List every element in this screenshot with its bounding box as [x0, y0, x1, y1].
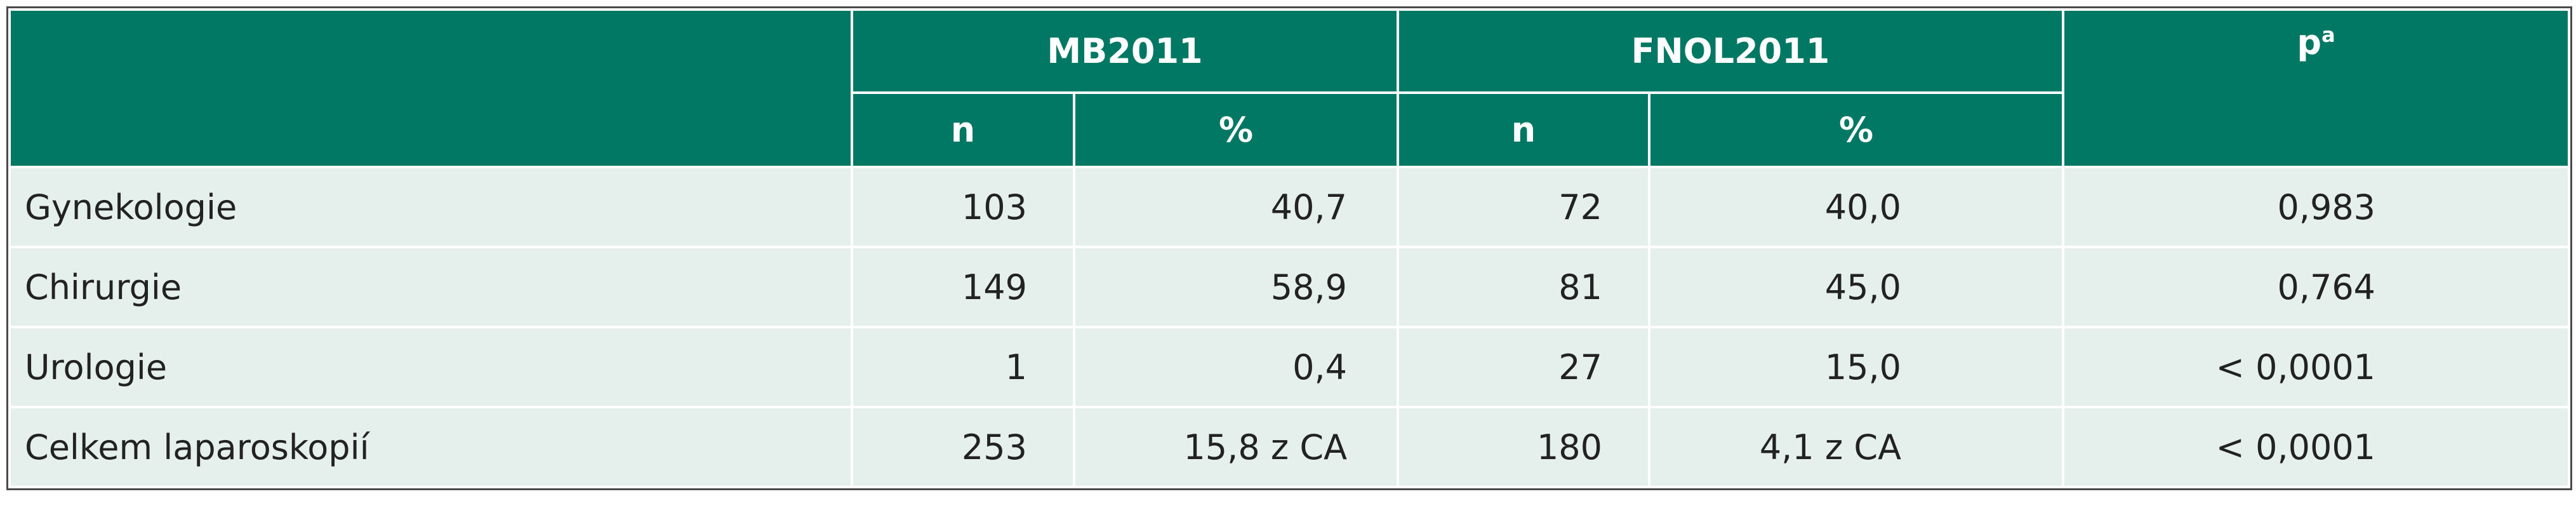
subheader: % [1648, 91, 2065, 168]
subheader: % [1072, 91, 1400, 168]
subheader-row: n % n % [10, 91, 2569, 168]
group-header: FNOL2011 [1397, 8, 2065, 94]
row-label: Chirurgie [8, 246, 853, 328]
p-label: p [2297, 22, 2322, 62]
cell-value: 0,764 [2062, 246, 2571, 328]
cell-value: 0,4 [1072, 326, 1400, 408]
cell-value: < 0,0001 [2062, 406, 2571, 488]
cell-value: 58,9 [1072, 246, 1400, 328]
cell-value: 81 [1397, 246, 1651, 328]
cell-value: 15,0 [1648, 326, 2065, 408]
subheader: n [1397, 91, 1651, 168]
cell-value: 15,8 z CA [1072, 406, 1400, 488]
row-label: Gynekologie [8, 166, 853, 248]
data-row: Celkem laparoskopií 253 15,8 z CA 180 4,1 z … [8, 406, 2571, 488]
empty-header [8, 8, 853, 168]
cell-value: 0,983 [2062, 166, 2571, 248]
cell-value: 45,0 [1648, 246, 2065, 328]
group-header: MB2011 [850, 8, 1400, 94]
table-body: Gynekologie 103 40,7 72 40,0 0,983 Chirurgie 14… [8, 166, 2571, 488]
data-row: Urologie 1 0,4 27 15,0 < 0,0001 [8, 326, 2571, 408]
cell-value: 40,0 [1648, 166, 2065, 248]
data-table: MB2011 FNOL2011 pa n % n % Gynekologie 10… [6, 6, 2573, 490]
header-row: MB2011 FNOL2011 pa [8, 8, 2571, 168]
row-label: Celkem laparoskopií [8, 406, 853, 488]
row-label: Urologie [8, 326, 853, 408]
cell-value: 253 [851, 406, 1075, 488]
cell-value: 4,1 z CA [1648, 406, 2065, 488]
cell-value: 27 [1397, 326, 1651, 408]
data-row: Gynekologie 103 40,7 72 40,0 0,983 [8, 166, 2571, 248]
data-row: Chirurgie 149 58,9 81 45,0 0,764 [8, 246, 2571, 328]
cell-value: 1 [851, 326, 1075, 408]
p-header: pa [2062, 8, 2571, 168]
cell-value: 149 [851, 246, 1075, 328]
cell-value: < 0,0001 [2062, 326, 2571, 408]
subheader: n [851, 91, 1075, 168]
cell-value: 72 [1397, 166, 1651, 248]
cell-value: 180 [1397, 406, 1651, 488]
cell-value: 103 [851, 166, 1075, 248]
cell-value: 40,7 [1072, 166, 1400, 248]
p-superscript: a [2321, 23, 2335, 47]
